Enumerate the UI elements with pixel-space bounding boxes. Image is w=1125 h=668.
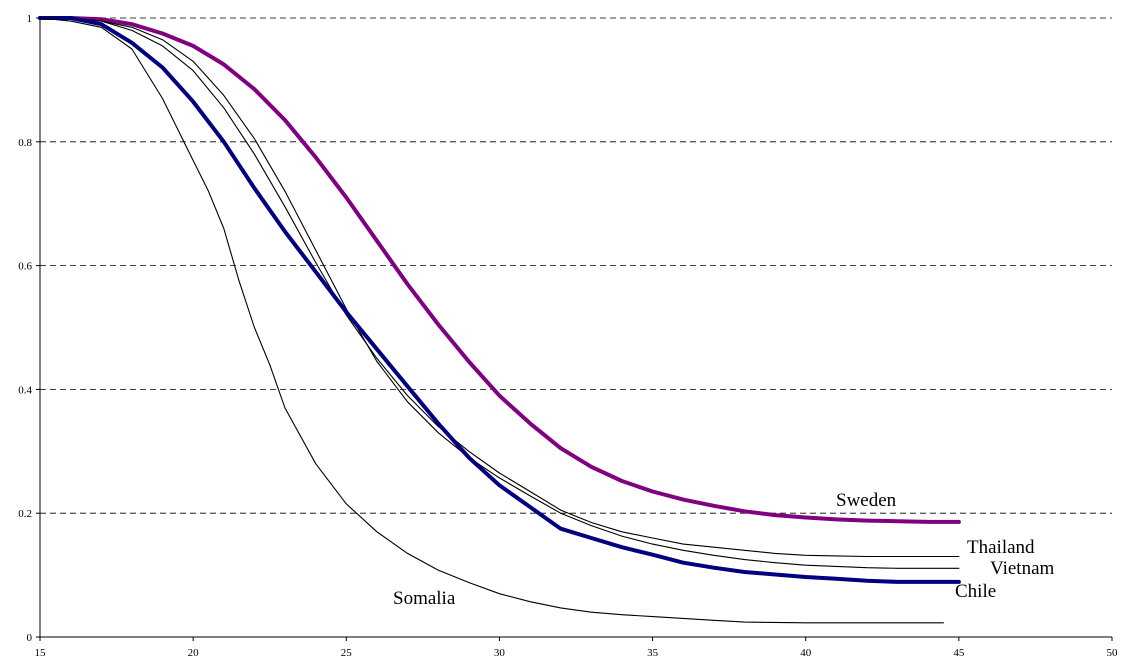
y-tick-label: 0.8 [18,137,32,149]
y-tick-label: 0.6 [18,261,32,273]
x-tick-label: 45 [953,647,965,659]
series-lines [38,16,961,624]
series-label-thailand: Thailand [967,537,1035,558]
series-label-sweden: Sweden [836,490,897,511]
y-tick-label: 0.2 [18,508,32,520]
series-line-sweden [38,16,961,524]
axes [36,17,1113,641]
series-line-somalia [39,17,945,624]
series-line-vietnam [39,17,960,569]
series-label-chile: Chile [955,581,996,602]
tick-labels: 0 0.2 0.4 0.6 0.8 1 15 20 25 30 35 40 45 50 [18,13,1118,659]
gridlines [40,17,1112,514]
x-tick-label: 50 [1107,647,1119,659]
series-line-chile [38,16,961,584]
x-tick-label: 35 [647,647,659,659]
y-tick-label: 0 [27,632,33,644]
series-label-vietnam: Vietnam [990,558,1055,579]
x-tick-label: 40 [800,647,812,659]
y-tick-label: 1 [27,13,33,25]
x-tick-label: 15 [35,647,47,659]
series-line-thailand [39,17,960,558]
series-label-somalia: Somalia [393,588,456,609]
x-tick-label: 25 [341,647,353,659]
x-tick-label: 30 [494,647,506,659]
x-tick-label: 20 [188,647,200,659]
y-tick-label: 0.4 [18,384,32,396]
